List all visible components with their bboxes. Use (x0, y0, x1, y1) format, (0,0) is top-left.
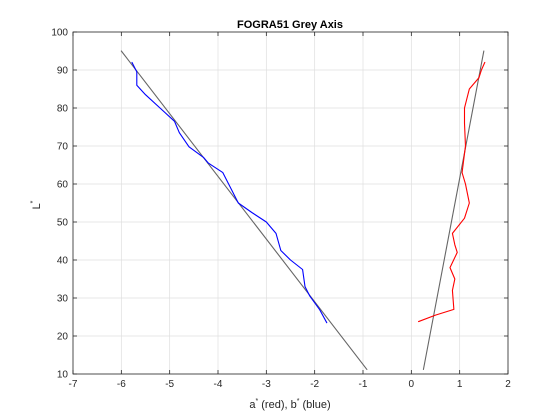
y-label-main: L (31, 203, 43, 209)
y-tick-label: 70 (57, 142, 69, 153)
tick-labels: -7 -6 -5 -4 -3 -2 -1 0 1 2 10 20 30 40 50 60 70 80 90 100 (51, 28, 511, 391)
series-line-1 (131, 61, 328, 324)
y-tick-label: 100 (51, 28, 68, 39)
plot-frame (72, 31, 509, 375)
ticks (72, 31, 509, 375)
y-tick-label: 80 (57, 104, 69, 115)
chart-title: FOGRA51 Grey Axis (237, 19, 343, 31)
x-tick-label: 2 (505, 379, 511, 390)
x-label-end: (blue) (299, 399, 330, 411)
x-label-a: a (249, 399, 256, 411)
y-tick-label: 50 (57, 218, 69, 229)
x-tick-label: -1 (359, 379, 368, 390)
x-tick-label: -3 (262, 379, 271, 390)
x-tick-label: 0 (409, 379, 415, 390)
series-line-2 (418, 61, 486, 323)
x-tick-label: -6 (117, 379, 126, 390)
x-label-mid: (red), b (258, 399, 297, 411)
x-tick-label: -5 (165, 379, 174, 390)
y-tick-label: 90 (57, 66, 69, 77)
series-line-3 (120, 50, 368, 370)
x-tick-label: -7 (69, 379, 78, 390)
x-tick-label: -4 (214, 379, 223, 390)
y-tick-label: 20 (57, 332, 69, 343)
y-axis-label: L* (30, 200, 43, 209)
y-tick-label: 60 (57, 180, 69, 191)
x-tick-label: 1 (457, 379, 463, 390)
plot-area (73, 32, 508, 374)
y-tick-label: 40 (57, 256, 69, 267)
y-tick-label: 10 (57, 370, 69, 381)
x-label-b-sup: * (297, 398, 300, 405)
series-layer (120, 50, 486, 370)
y-label-sup: * (30, 200, 37, 203)
y-tick-label: 30 (57, 294, 69, 305)
x-axis-label: a* (red), b* (blue) (249, 398, 330, 411)
x-label-a-sup: * (255, 398, 258, 405)
x-tick-label: -2 (310, 379, 319, 390)
